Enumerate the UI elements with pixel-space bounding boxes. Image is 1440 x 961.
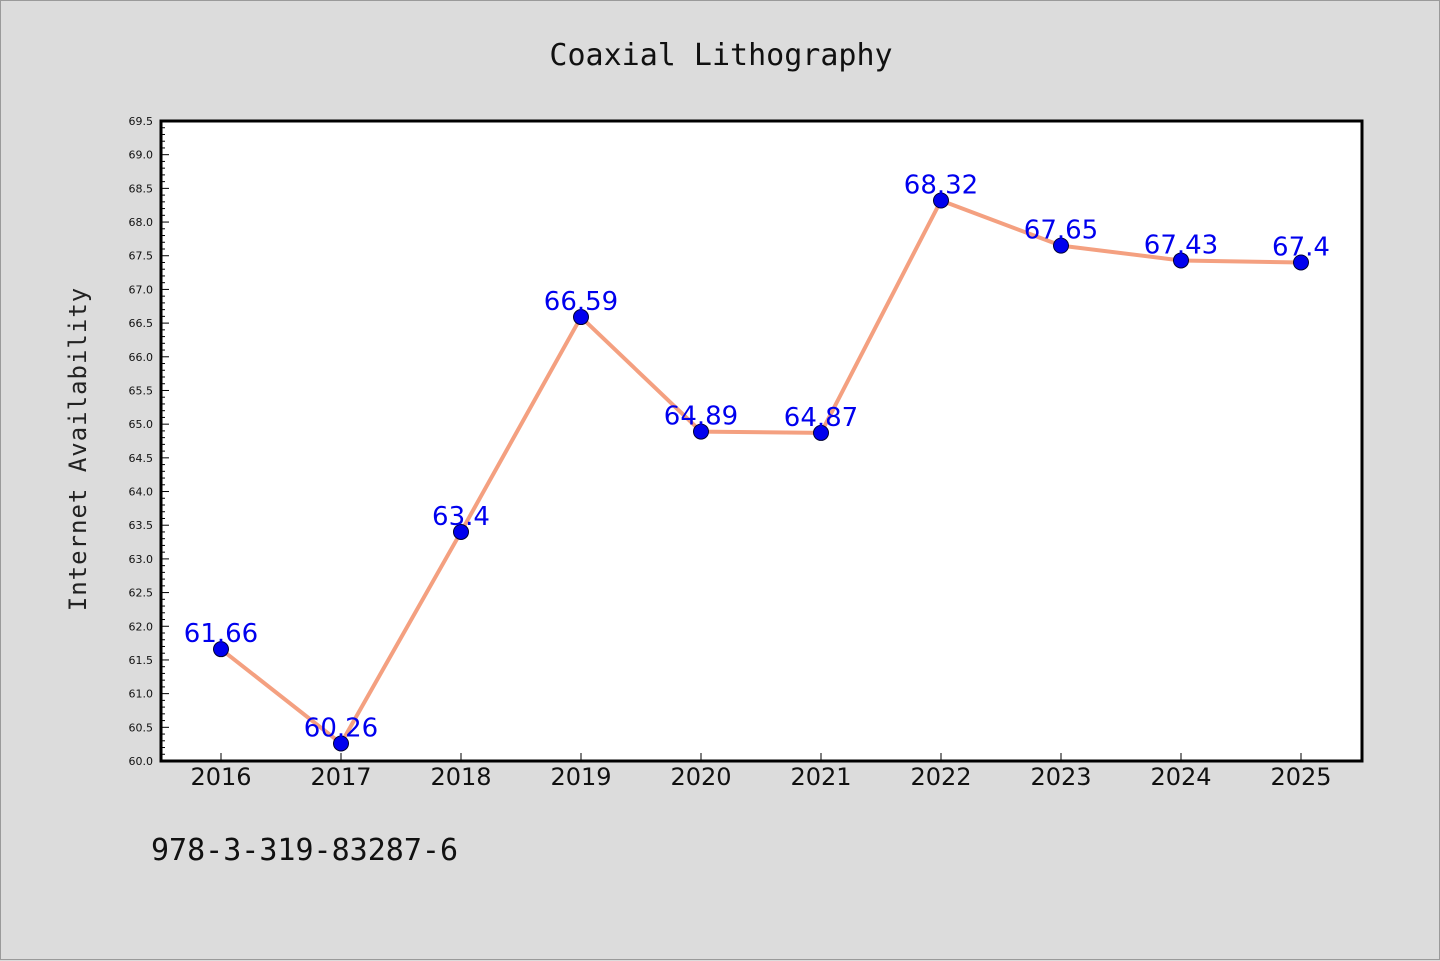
y-tick-label: 69.5: [129, 115, 154, 128]
data-point: [693, 423, 709, 440]
y-tick-label: 69.0: [129, 149, 154, 162]
y-tick-label: 67.0: [129, 283, 154, 296]
y-axis: 60.0 60.5 61.0 61.5 62.0 62.5 63.0 63.5 64.0 64.5…: [129, 115, 169, 768]
data-label: 61.66: [184, 619, 258, 649]
y-tick-label: 62.0: [129, 620, 154, 633]
x-tick-label: 2020: [670, 763, 731, 791]
x-axis: 2016 2017 2018 2019 2020 2021 2022 2023 2024 2025: [190, 753, 1332, 791]
y-tick-label: 60.5: [129, 721, 154, 734]
y-tick-label: 68.5: [129, 182, 154, 195]
x-tick-label: 2016: [190, 763, 251, 791]
data-point: [1053, 237, 1069, 254]
y-tick-label: 60.0: [129, 755, 154, 768]
y-tick-label: 64.0: [129, 486, 154, 499]
chart-title: Coaxial Lithography: [549, 38, 892, 73]
isbn-text: 978-3-319-83287-6: [151, 833, 459, 868]
y-tick-label: 62.5: [129, 587, 154, 600]
y-tick-label: 63.5: [129, 519, 154, 532]
x-tick-label: 2017: [310, 763, 371, 791]
x-tick-label: 2021: [790, 763, 851, 791]
data-point: [1173, 252, 1189, 269]
series-line: [219, 198, 1303, 746]
data-label: 64.87: [784, 403, 858, 433]
data-label: 66.59: [544, 287, 618, 317]
data-labels: 61.66 60.26 63.4 66.59 64.89 64.87 68.32 67.65 6…: [184, 170, 1330, 743]
data-point: [813, 424, 829, 441]
data-label: 63.4: [432, 502, 490, 532]
x-tick-label: 2019: [550, 763, 611, 791]
y-tick-label: 63.0: [129, 553, 154, 566]
y-tick-label: 65.0: [129, 418, 154, 431]
plot-area: [159, 119, 1364, 763]
data-point: [933, 192, 949, 209]
y-tick-label: 67.5: [129, 250, 154, 263]
data-point: [333, 735, 349, 752]
x-tick-label: 2023: [1030, 763, 1091, 791]
y-tick-label: 66.5: [129, 317, 154, 330]
x-tick-label: 2022: [910, 763, 971, 791]
data-markers: [213, 192, 1309, 752]
data-label: 67.65: [1024, 216, 1098, 246]
data-label: 64.89: [664, 402, 738, 432]
data-label: 68.32: [904, 170, 978, 200]
y-axis-label: Internet Availability: [64, 287, 92, 611]
y-tick-label: 68.0: [129, 216, 154, 229]
y-tick-label: 65.5: [129, 384, 154, 397]
x-tick-label: 2025: [1270, 763, 1331, 791]
data-label: 60.26: [304, 713, 378, 743]
data-point: [573, 309, 589, 326]
data-label: 67.43: [1144, 230, 1218, 260]
y-tick-label: 61.5: [129, 654, 154, 667]
data-point: [213, 641, 229, 658]
y-tick-label: 61.0: [129, 688, 154, 701]
data-point: [453, 523, 469, 540]
y-tick-label: 64.5: [129, 452, 154, 465]
data-point: [1293, 254, 1309, 271]
x-tick-label: 2024: [1150, 763, 1211, 791]
y-tick-label: 66.0: [129, 351, 154, 364]
x-tick-label: 2018: [430, 763, 491, 791]
data-label: 67.4: [1272, 232, 1330, 262]
